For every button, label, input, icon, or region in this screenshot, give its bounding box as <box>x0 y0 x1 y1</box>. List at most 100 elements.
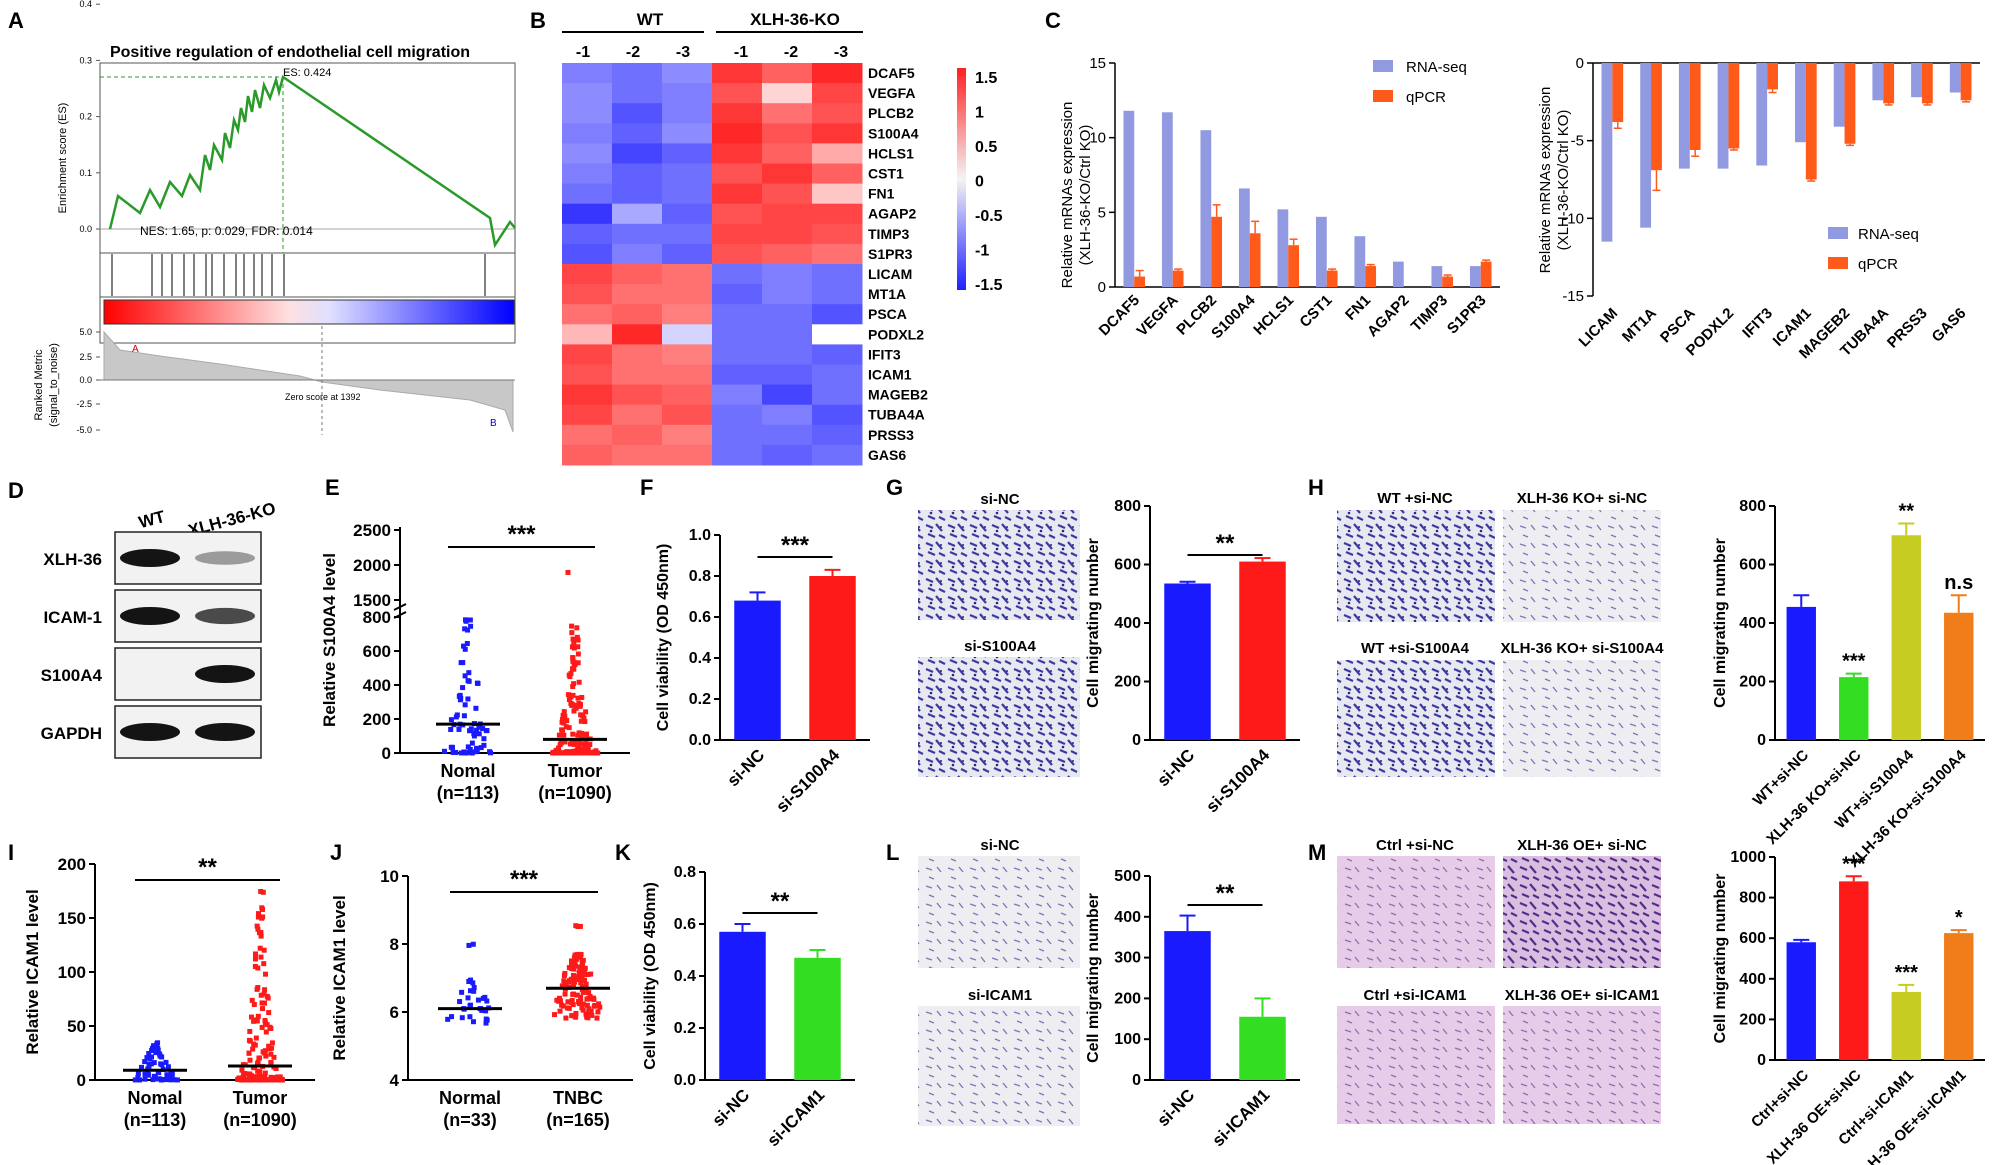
heatmap-cell <box>612 324 663 345</box>
k-ylabel: Cell viability (OD 450nm) <box>642 882 659 1070</box>
heatmap-cell <box>812 444 863 466</box>
h-image-2 <box>1503 510 1661 622</box>
heatmap-cell <box>562 63 613 84</box>
j-data-point <box>573 956 579 962</box>
blot-band <box>120 723 180 741</box>
e-data-point <box>581 715 587 721</box>
e-data-point <box>574 634 580 640</box>
i-data-point <box>251 1041 257 1047</box>
f-sig-label: *** <box>781 532 810 559</box>
i-data-point <box>132 1077 138 1083</box>
j-data-point <box>563 1015 569 1021</box>
heatmap-cell <box>562 404 613 426</box>
colorbar-tick-label: 0.5 <box>975 139 997 156</box>
g-y-tick-label: 800 <box>1114 498 1141 515</box>
heatmap-cell <box>562 223 613 245</box>
chart-h: Cell migrating number0200400600800WT+si-… <box>1712 498 1985 871</box>
m-y-tick-label: 400 <box>1739 971 1766 988</box>
j-data-point <box>579 1005 585 1011</box>
legend-qpcr-swatch <box>1373 90 1393 102</box>
j-data-point <box>566 1005 572 1011</box>
e-data-point <box>474 680 480 686</box>
e-data-point <box>570 636 576 642</box>
heatmap-cell <box>812 264 863 285</box>
i-data-point <box>265 995 271 1001</box>
m-bar <box>1891 991 1921 1060</box>
j-data-point <box>570 1002 576 1008</box>
j-data-point <box>590 995 596 1001</box>
heatmap-cell <box>712 444 763 466</box>
e-data-point <box>575 660 581 666</box>
m-image-3 <box>1337 1006 1495 1124</box>
panel-k: K Cell viability (OD 450nm) 0.0 0.2 0.4 0.6 0… <box>615 840 855 1150</box>
rank-yticks: 5.0 2.5 0.0 -2.5 -5.0 <box>76 327 100 435</box>
f-x-tick-label: si-S100A4 <box>772 745 843 816</box>
e-data-point <box>576 745 582 751</box>
heatmap-cell <box>662 103 713 124</box>
f-bar <box>809 576 856 740</box>
f-x-tick-label: si-NC <box>723 745 768 790</box>
e-data-point <box>557 750 563 756</box>
g-migration-image-2 <box>918 657 1080 777</box>
h-sig-label: n.s <box>1944 572 1973 594</box>
l-y-tick-label: 0 <box>1132 1072 1141 1089</box>
heatmap-row-label: CST1 <box>868 166 904 182</box>
i-data-point <box>268 1051 274 1057</box>
j-data-point <box>568 958 574 964</box>
i-y-tick-label: 200 <box>58 855 86 874</box>
e-data-point <box>464 641 470 647</box>
i-data-point <box>160 1077 166 1083</box>
h-img3-label: WT +si-S100A4 <box>1361 640 1470 657</box>
i-data-point <box>261 961 267 967</box>
i-data-point <box>262 987 268 993</box>
f-y-tick-label: 0.6 <box>689 609 711 626</box>
i-data-point <box>256 930 262 936</box>
c2-bar-qpcr <box>1767 63 1778 90</box>
colorbar-tick-label: 1 <box>975 105 984 122</box>
i-data-point <box>266 1010 272 1016</box>
i-data-point <box>263 1029 269 1035</box>
m-img1-label: Ctrl +si-NC <box>1376 837 1454 854</box>
heatmap-cell <box>662 63 713 84</box>
e-data-point <box>463 750 469 756</box>
i-data-point <box>255 1061 261 1067</box>
k-y-tick-label: 0.4 <box>674 968 696 985</box>
heatmap-cell <box>562 163 613 185</box>
heatmap-row-label: ICAM1 <box>868 367 912 383</box>
h-bar <box>1944 612 1974 740</box>
j-data-point <box>560 983 566 989</box>
heatmap-cell <box>662 183 713 205</box>
i-data-point <box>266 1043 272 1049</box>
group-wt-label: WT <box>637 10 664 29</box>
j-data-point <box>552 1012 558 1018</box>
j-data-point <box>573 1010 579 1016</box>
c1-y-tick-label: 5 <box>1098 204 1106 221</box>
panel-letter-e: E <box>325 475 340 500</box>
c2-ylabel: Relative mRNAs expression <box>1537 87 1554 274</box>
i-data-point <box>277 1077 283 1083</box>
e-data-point <box>572 661 578 667</box>
i-data-point <box>154 1041 160 1047</box>
e-data-point <box>579 747 585 753</box>
e-data-point <box>448 717 454 723</box>
e-data-point <box>593 750 599 756</box>
hit-ticks <box>111 254 486 296</box>
m-img4-label: XLH-36 OE+ si-ICAM1 <box>1505 987 1660 1004</box>
heatmap-cell <box>762 123 813 144</box>
heatmap-row-label: FN1 <box>868 186 895 202</box>
e-data-point <box>569 702 575 708</box>
j-data-point <box>576 976 582 982</box>
i-data-point <box>271 1054 277 1060</box>
l-x-tick-label: si-NC <box>1153 1085 1198 1130</box>
e-data-point <box>570 658 576 664</box>
i-data-point <box>269 1077 275 1083</box>
j-data-point <box>568 979 574 985</box>
j-data-point <box>565 999 571 1005</box>
j-data-point <box>470 1019 476 1025</box>
e-data-point <box>576 700 582 706</box>
j-data-point <box>573 923 579 929</box>
i-data-point <box>246 1037 252 1043</box>
heatmap-column-label: -2 <box>626 44 640 61</box>
i-data-point <box>155 1045 161 1051</box>
